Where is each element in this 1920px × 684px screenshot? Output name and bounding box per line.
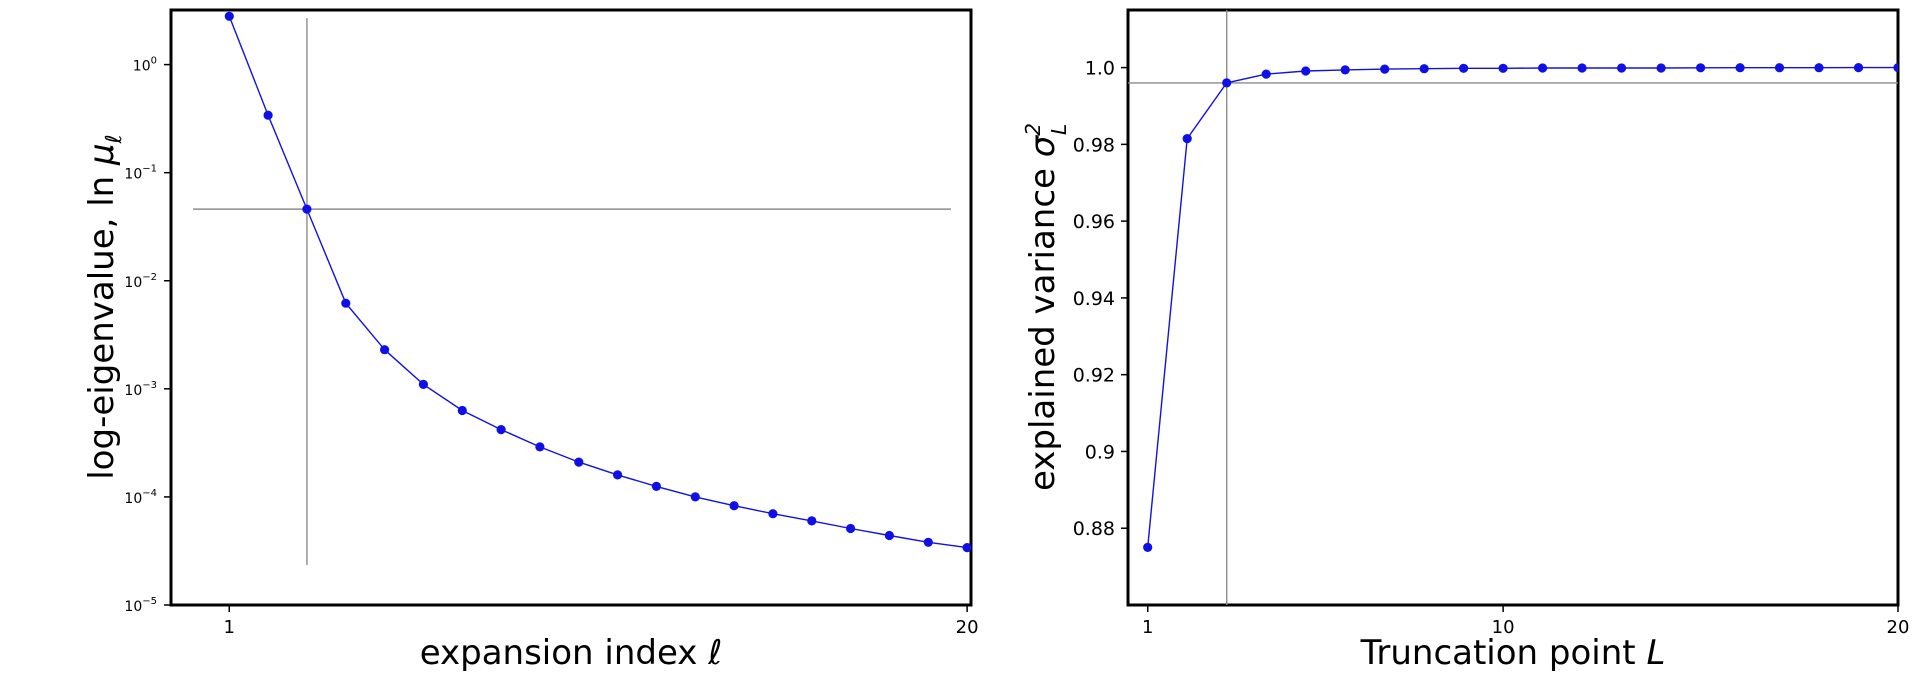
y-tick-label: 100 [133, 56, 157, 75]
data-point [846, 523, 856, 534]
right-chart-panel: 1 10 20 0.88 0.9 0.92 0.94 0.96 0.98 1.0 Truncat… [1021, 8, 1909, 673]
right-x-axis-ticks: 1 10 20 [1142, 605, 1909, 638]
data-point [1498, 63, 1508, 73]
data-point [1301, 66, 1311, 76]
data-point [1419, 64, 1429, 74]
data-point [1261, 69, 1271, 79]
data-point [1143, 542, 1153, 553]
data-point [1182, 134, 1192, 144]
y-tick-label: 0.9 [1085, 441, 1115, 463]
right-x-axis-label: Truncation point L [1360, 633, 1666, 673]
data-point [1893, 63, 1898, 73]
left-chart-panel: 1 20 100 10−1 10−2 10−3 10−4 10−5 expansion in… [82, 8, 1010, 673]
x-tick-label: 10 [1492, 617, 1515, 638]
left-reference-lines [193, 18, 951, 565]
left-y-axis-ticks: 100 10−1 10−2 10−3 10−4 10−5 [124, 56, 171, 615]
data-point [729, 501, 739, 511]
data-point [341, 298, 351, 308]
y-tick-label: 0.98 [1073, 134, 1115, 156]
data-point [1577, 63, 1587, 73]
data-point [496, 425, 506, 435]
data-point [1735, 63, 1745, 73]
left-y-axis-label: log-eigenvalue, ln μℓ [82, 134, 127, 480]
data-point [457, 405, 467, 416]
data-point [535, 442, 545, 452]
x-tick-label: 20 [956, 617, 979, 638]
y-tick-label: 0.94 [1073, 288, 1115, 310]
data-point [923, 537, 933, 547]
data-point [1459, 63, 1469, 73]
data-point [1222, 78, 1232, 88]
x-tick-label: 1 [224, 617, 235, 638]
x-tick-label: 20 [1887, 617, 1910, 638]
left-x-axis-label: expansion index ℓ [420, 633, 723, 673]
data-point [884, 530, 895, 541]
y-tick-label: 0.88 [1073, 518, 1115, 540]
data-point [302, 204, 312, 214]
data-point [768, 509, 778, 519]
left-plot-frame [169, 8, 973, 607]
y-tick-label: 10−2 [124, 272, 157, 291]
data-point [1001, 547, 1010, 556]
data-point [1617, 63, 1627, 73]
data-point [613, 470, 623, 480]
data-point [418, 379, 428, 389]
data-point [690, 492, 700, 502]
data-point [1853, 63, 1864, 73]
y-tick-label: 10−4 [124, 488, 157, 507]
data-point [380, 345, 390, 355]
data-point [1656, 63, 1666, 73]
left-series [224, 11, 1010, 556]
data-point [224, 11, 234, 21]
y-tick-label: 0.96 [1073, 211, 1115, 233]
right-y-axis-label: explained variance σ2 L [1021, 123, 1071, 491]
right-reference-lines [1128, 10, 1898, 605]
right-series [1143, 63, 1898, 553]
data-point [651, 481, 662, 491]
y-tick-label: 1.0 [1085, 58, 1115, 80]
data-point [1380, 64, 1390, 74]
x-tick-label: 1 [1142, 617, 1153, 638]
y-tick-label: 10−1 [124, 164, 157, 183]
right-plot-frame [1126, 8, 1900, 607]
data-point [574, 457, 584, 467]
data-point [962, 543, 971, 553]
right-y-axis-ticks: 0.88 0.9 0.92 0.94 0.96 0.98 1.0 [1073, 58, 1128, 540]
series-line [1147, 66, 1898, 548]
data-point [1538, 63, 1548, 73]
data-point [1340, 65, 1350, 75]
y-tick-label: 10−5 [124, 596, 157, 615]
data-point [263, 110, 273, 120]
data-point [1696, 63, 1706, 73]
data-point [1774, 63, 1785, 73]
data-point [807, 516, 817, 526]
data-point [1814, 63, 1824, 73]
y-tick-label: 0.92 [1073, 365, 1115, 387]
y-tick-label: 10−3 [124, 380, 157, 399]
left-x-axis-ticks: 1 20 [224, 605, 979, 638]
